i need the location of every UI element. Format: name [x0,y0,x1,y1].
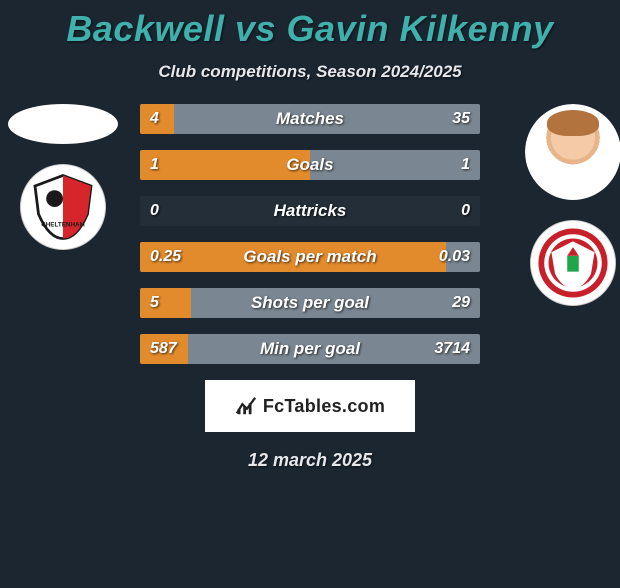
page-title: Backwell vs Gavin Kilkenny [0,8,620,50]
watermark: FcTables.com [205,380,415,432]
watermark-text: FcTables.com [263,396,385,417]
right-player-column [518,104,620,306]
right-player-photo [525,104,620,200]
stat-row: 11Goals [140,150,480,180]
stat-label: Matches [140,104,480,134]
left-club-badge: CHELTENHAM [20,164,106,250]
comparison-panel: CHELTENHAM 435Matches 11Goals 00Hattricks 0… [0,104,620,364]
svg-text:CHELTENHAM: CHELTENHAM [41,222,85,229]
stat-row: 0.250.03Goals per match [140,242,480,272]
subtitle: Club competitions, Season 2024/2025 [0,62,620,82]
stat-label: Hattricks [140,196,480,226]
chart-icon [235,395,257,417]
right-club-badge [530,220,616,306]
stat-row: 435Matches [140,104,480,134]
stat-row: 529Shots per goal [140,288,480,318]
stat-bars: 435Matches 11Goals 00Hattricks 0.250.03Goal… [140,104,480,364]
stat-label: Shots per goal [140,288,480,318]
stat-label: Goals per match [140,242,480,272]
stat-label: Goals [140,150,480,180]
shield-icon: CHELTENHAM [28,172,98,242]
left-player-photo [8,104,118,144]
left-player-column: CHELTENHAM [8,104,118,250]
stat-row: 5873714Min per goal [140,334,480,364]
crest-icon [537,227,609,299]
stat-label: Min per goal [140,334,480,364]
stat-row: 00Hattricks [140,196,480,226]
generated-date: 12 march 2025 [0,450,620,471]
